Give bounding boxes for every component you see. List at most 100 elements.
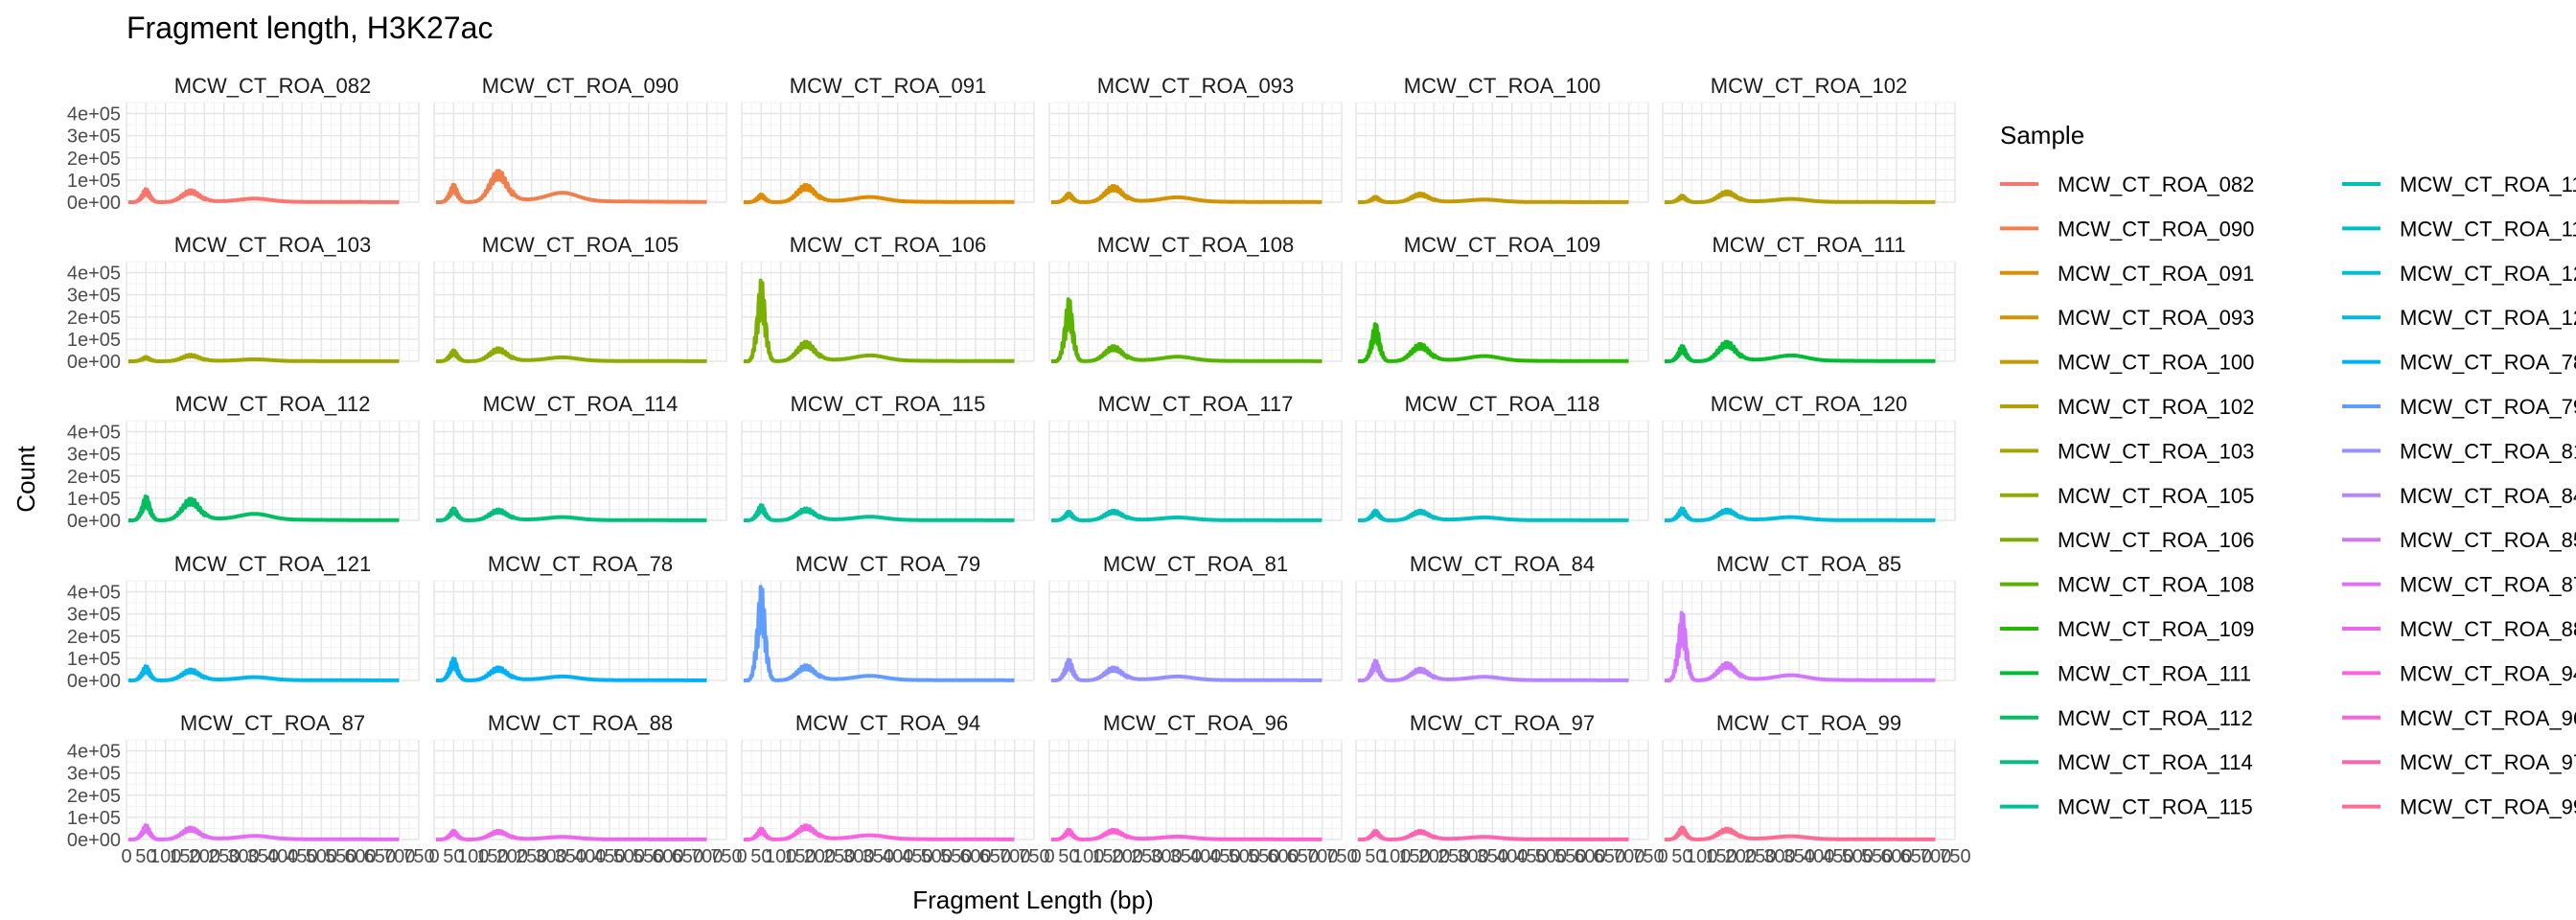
x-tick-label: 100	[457, 846, 489, 867]
facet-panel: MCW_CT_ROA_105	[433, 233, 727, 363]
x-tick-label: 650	[979, 846, 1011, 867]
x-tick-label: 0	[736, 846, 747, 867]
facet-panel: MCW_CT_ROA_79	[741, 552, 1035, 682]
series-line	[434, 828, 708, 841]
legend-label: MCW_CT_ROA_090	[2058, 217, 2254, 241]
legend-item: MCW_CT_ROA_88	[2342, 617, 2576, 641]
y-tick-label: 1e+05	[67, 808, 121, 829]
y-tick-label: 3e+05	[67, 605, 121, 626]
y-tick-label: 4e+05	[67, 423, 121, 444]
series-line	[742, 503, 1016, 522]
x-tick-label: 750	[1018, 846, 1049, 867]
x-tick-label: 700	[999, 846, 1030, 867]
x-tick-label: 650	[1900, 846, 1932, 867]
legend-item: MCW_CT_ROA_111	[2000, 661, 2251, 685]
x-tick-label: 600	[1574, 846, 1605, 867]
x-tick-label: 500	[613, 846, 645, 867]
x-tick-label: 750	[1939, 846, 1970, 867]
x-tick-label: 650	[1594, 846, 1625, 867]
legend-label: MCW_CT_ROA_111	[2058, 661, 2251, 685]
x-tick-label: 250	[1438, 846, 1469, 867]
facet-panel: MCW_CT_ROA_96	[1048, 711, 1343, 841]
legend-item: MCW_CT_ROA_112	[2000, 706, 2253, 730]
legend-label: MCW_CT_ROA_115	[2058, 795, 2253, 819]
x-axis-title: Fragment Length (bp)	[912, 886, 1153, 914]
legend-label: MCW_CT_ROA_117	[2400, 172, 2576, 196]
facet-strip-label: MCW_CT_ROA_102	[1711, 74, 1907, 98]
facet-panel: MCW_CT_ROA_84	[1355, 552, 1649, 682]
series-line	[126, 664, 401, 682]
y-tick-label: 1e+05	[67, 330, 121, 351]
facet-panel: MCW_CT_ROA_118	[1355, 392, 1649, 522]
x-tick-label: 0	[1044, 846, 1054, 867]
x-tick-label: 300	[1150, 846, 1182, 867]
x-tick-label: 300	[227, 846, 259, 867]
facet-strip-label: MCW_CT_ROA_96	[1103, 711, 1288, 735]
x-tick-label: 600	[1267, 846, 1299, 867]
facet-panel: MCW_CT_ROA_103	[126, 233, 420, 363]
legend-item: MCW_CT_ROA_091	[2000, 262, 2254, 286]
x-tick-label: 250	[823, 846, 855, 867]
facet-strip-label: MCW_CT_ROA_81	[1103, 552, 1288, 576]
series-line	[742, 182, 1016, 204]
legend-label: MCW_CT_ROA_106	[2058, 528, 2254, 552]
legend-label: MCW_CT_ROA_87	[2400, 573, 2576, 597]
series-line	[1356, 508, 1630, 522]
y-tick-label: 3e+05	[67, 764, 121, 785]
legend-label: MCW_CT_ROA_118	[2400, 217, 2576, 241]
x-tick-label: 400	[574, 846, 606, 867]
series-line	[1356, 192, 1630, 204]
facet-strip-label: MCW_CT_ROA_093	[1097, 74, 1294, 98]
x-tick-label: 550	[632, 846, 664, 867]
legend-item: MCW_CT_ROA_105	[2000, 484, 2254, 508]
x-tick-label: 650	[1287, 846, 1319, 867]
x-tick-label: 350	[1783, 846, 1815, 867]
facet-panel: MCW_CT_ROA_115	[741, 392, 1035, 522]
x-tick-label: 750	[402, 846, 434, 867]
y-tick-label: 4e+05	[67, 583, 121, 604]
facet-panel: MCW_CT_ROA_102	[1662, 74, 1956, 204]
facet-panel: MCW_CT_ROA_100	[1355, 74, 1649, 204]
facet-panel: MCW_CT_ROA_120	[1662, 392, 1956, 522]
facet-strip-label: MCW_CT_ROA_117	[1098, 392, 1294, 416]
legend-item: MCW_CT_ROA_090	[2000, 217, 2254, 241]
y-tick-label: 0e+00	[67, 511, 121, 532]
x-tick-label: 300	[842, 846, 874, 867]
series-line	[1049, 827, 1323, 841]
facet-panel: MCW_CT_ROA_114	[433, 392, 727, 522]
x-tick-label: 450	[901, 846, 932, 867]
legend-label: MCW_CT_ROA_84	[2400, 484, 2576, 508]
legend-label: MCW_CT_ROA_109	[2058, 617, 2254, 641]
y-axis-title: Count	[12, 446, 40, 513]
facet-strip-label: MCW_CT_ROA_106	[790, 233, 986, 257]
facet-strip-label: MCW_CT_ROA_88	[488, 711, 673, 735]
x-tick-label: 700	[1306, 846, 1338, 867]
facet-strip-label: MCW_CT_ROA_99	[1716, 711, 1901, 735]
facet-panel: MCW_CT_ROA_093	[1048, 74, 1343, 204]
x-tick-label: 650	[672, 846, 703, 867]
facet-strip-label: MCW_CT_ROA_082	[174, 74, 371, 98]
x-tick-label: 200	[496, 846, 528, 867]
facet-panel: MCW_CT_ROA_99	[1662, 711, 1956, 841]
facet-panel: MCW_CT_ROA_106	[741, 233, 1035, 363]
x-tick-label: 350	[862, 846, 894, 867]
x-tick-label: 400	[266, 846, 298, 867]
x-tick-label: 250	[1744, 846, 1776, 867]
facet-strip-label: MCW_CT_ROA_115	[791, 392, 986, 416]
x-tick-label: 600	[1880, 846, 1912, 867]
legend-item: MCW_CT_ROA_79	[2342, 395, 2576, 419]
y-tick-label: 0e+00	[67, 193, 121, 214]
x-tick-label: 200	[189, 846, 220, 867]
x-tick-label: 100	[150, 846, 181, 867]
x-tick-label: 50	[1058, 846, 1079, 867]
x-tick-label: 450	[1822, 846, 1853, 867]
facet-strip-label: MCW_CT_ROA_85	[1716, 552, 1901, 576]
facet-strip-label: MCW_CT_ROA_103	[174, 233, 371, 257]
facet-strip-label: MCW_CT_ROA_100	[1404, 74, 1600, 98]
series-line	[126, 353, 401, 363]
x-tick-label: 600	[959, 846, 991, 867]
series-line	[434, 656, 708, 682]
facet-panel: MCW_CT_ROA_121	[126, 552, 420, 682]
x-tick-label: 550	[1861, 846, 1893, 867]
facet-strip-label: MCW_CT_ROA_87	[180, 711, 365, 735]
